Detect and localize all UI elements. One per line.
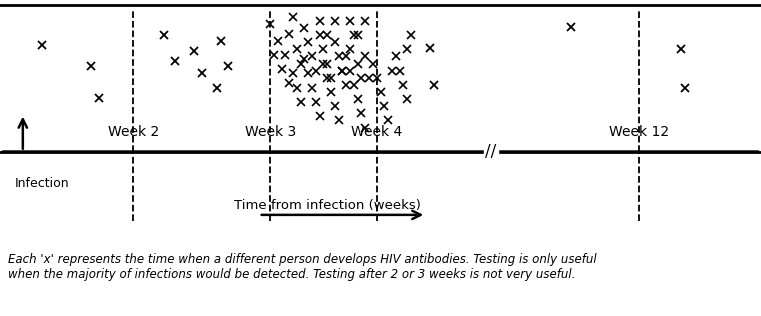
Text: //: // (486, 143, 496, 160)
Text: Infection: Infection (15, 177, 70, 190)
Text: Week 2: Week 2 (107, 125, 159, 139)
Text: Week 4: Week 4 (351, 125, 403, 139)
Text: Time from infection (weeks): Time from infection (weeks) (234, 199, 421, 212)
Text: Week 12: Week 12 (609, 125, 670, 139)
Text: Each 'x' represents the time when a different person develops HIV antibodies. Te: Each 'x' represents the time when a diff… (8, 253, 596, 281)
Text: Week 3: Week 3 (244, 125, 296, 139)
